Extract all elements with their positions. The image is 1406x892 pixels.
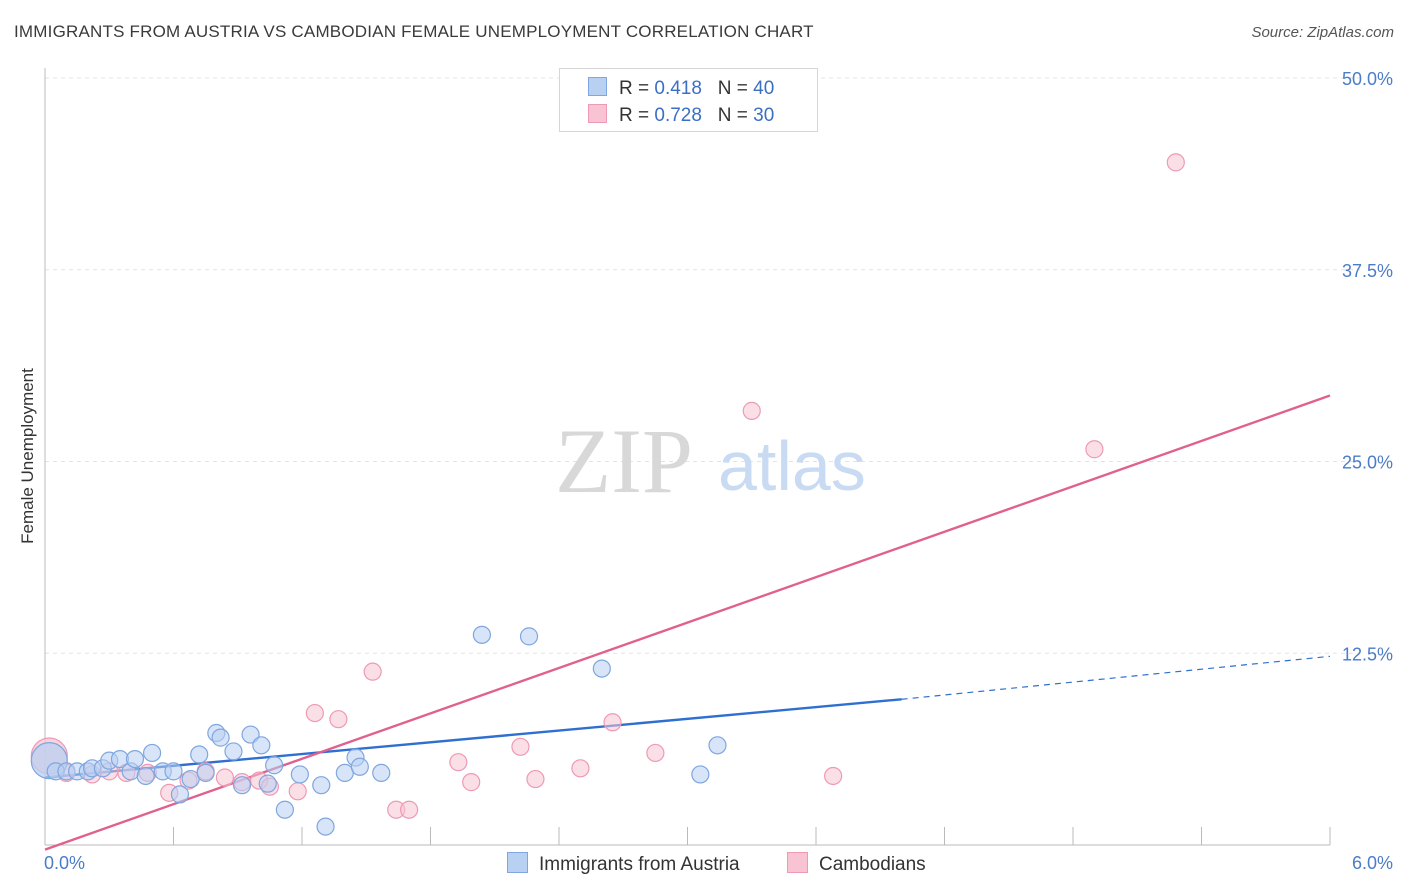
point-cambodians: [449, 753, 468, 772]
point-cambodians: [305, 703, 324, 723]
bottom-legend-label-austria: Immigrants from Austria: [539, 854, 740, 875]
legend-n-label: N =: [717, 78, 748, 99]
chart-title: IMMIGRANTS FROM AUSTRIA VS CAMBODIAN FEM…: [14, 22, 814, 41]
point-austria: [372, 763, 391, 783]
point-austria: [164, 762, 183, 781]
legend-row-cambodians: R = 0.728 N = 30: [588, 104, 774, 127]
legend-r-label: R =: [619, 105, 650, 126]
bottom-legend-swatch-austria: [507, 852, 528, 873]
bottom-legend-label-cambodians: Cambodians: [819, 854, 926, 875]
x-tick-label-min: 0.0%: [44, 853, 85, 873]
point-austria: [196, 763, 215, 783]
point-austria: [224, 742, 243, 761]
point-cambodians: [1085, 440, 1104, 459]
point-austria: [258, 774, 277, 793]
point-cambodians: [603, 713, 622, 732]
point-austria: [125, 749, 145, 769]
legend-n-value: 30: [753, 105, 775, 126]
y-axis-title: Female Unemployment: [18, 368, 37, 544]
bottom-legend-cambodians: Cambodians: [787, 852, 926, 876]
point-cambodians: [742, 401, 761, 420]
trend-line-austria-extension: [901, 655, 1331, 700]
y-tick-label: 37.5%: [1342, 261, 1393, 281]
point-austria: [275, 800, 294, 819]
watermark-atlas: atlas: [718, 427, 866, 505]
point-austria: [592, 659, 611, 678]
point-cambodians: [511, 737, 530, 756]
y-tick-label: 12.5%: [1342, 644, 1393, 664]
y-tick-label: 50.0%: [1342, 69, 1393, 89]
point-austria: [241, 725, 260, 744]
point-austria: [190, 745, 209, 764]
point-cambodians: [288, 782, 307, 801]
watermark: ZIP atlas: [555, 410, 866, 512]
point-austria: [472, 625, 491, 644]
point-cambodians: [399, 800, 419, 819]
data-points: [30, 153, 1185, 836]
point-austria: [265, 756, 284, 775]
point-cambodians: [329, 710, 348, 729]
point-austria: [170, 785, 190, 804]
legend-row-austria: R = 0.418 N = 40: [588, 77, 774, 100]
point-austria: [316, 817, 335, 836]
watermark-zip: ZIP: [555, 410, 693, 512]
point-cambodians: [646, 743, 665, 763]
legend: R = 0.418 N = 40 R = 0.728 N = 30: [559, 68, 818, 132]
x-tick-label-max: 6.0%: [1352, 853, 1393, 873]
legend-r-value: 0.418: [654, 78, 702, 99]
source-label: Source: ZipAtlas.com: [1251, 24, 1394, 41]
legend-n-label: N =: [717, 105, 748, 126]
point-austria: [142, 743, 162, 763]
bottom-legend-swatch-cambodians: [787, 852, 808, 873]
point-austria: [691, 765, 710, 784]
axis-labels: 12.5% 25.0% 37.5% 50.0% 0.0% 6.0% Female Unemp…: [18, 69, 1393, 873]
legend-n-value: 40: [753, 78, 775, 99]
trend-line-austria: [44, 698, 902, 779]
point-cambodians: [571, 759, 590, 778]
point-austria: [312, 776, 331, 795]
point-cambodians: [363, 662, 382, 681]
point-austria: [136, 766, 155, 786]
point-austria: [519, 627, 539, 646]
point-cambodians: [824, 766, 843, 786]
axes: [44, 68, 1331, 846]
point-austria: [232, 776, 252, 795]
legend-r-label: R =: [619, 78, 650, 99]
point-austria: [290, 765, 309, 784]
point-austria: [211, 728, 230, 747]
point-cambodians: [462, 773, 481, 792]
bottom-legend-austria: Immigrants from Austria: [507, 852, 740, 876]
y-tick-label: 25.0%: [1342, 453, 1393, 473]
point-cambodians: [526, 769, 545, 789]
point-austria: [708, 736, 727, 755]
point-austria: [350, 757, 369, 776]
point-cambodians: [215, 768, 234, 787]
legend-swatch-austria: [588, 77, 607, 96]
point-austria: [252, 736, 271, 755]
legend-swatch-cambodians: [588, 104, 607, 123]
grid-lines: [45, 77, 1360, 654]
point-cambodians: [1166, 153, 1185, 172]
legend-r-value: 0.728: [654, 105, 702, 126]
